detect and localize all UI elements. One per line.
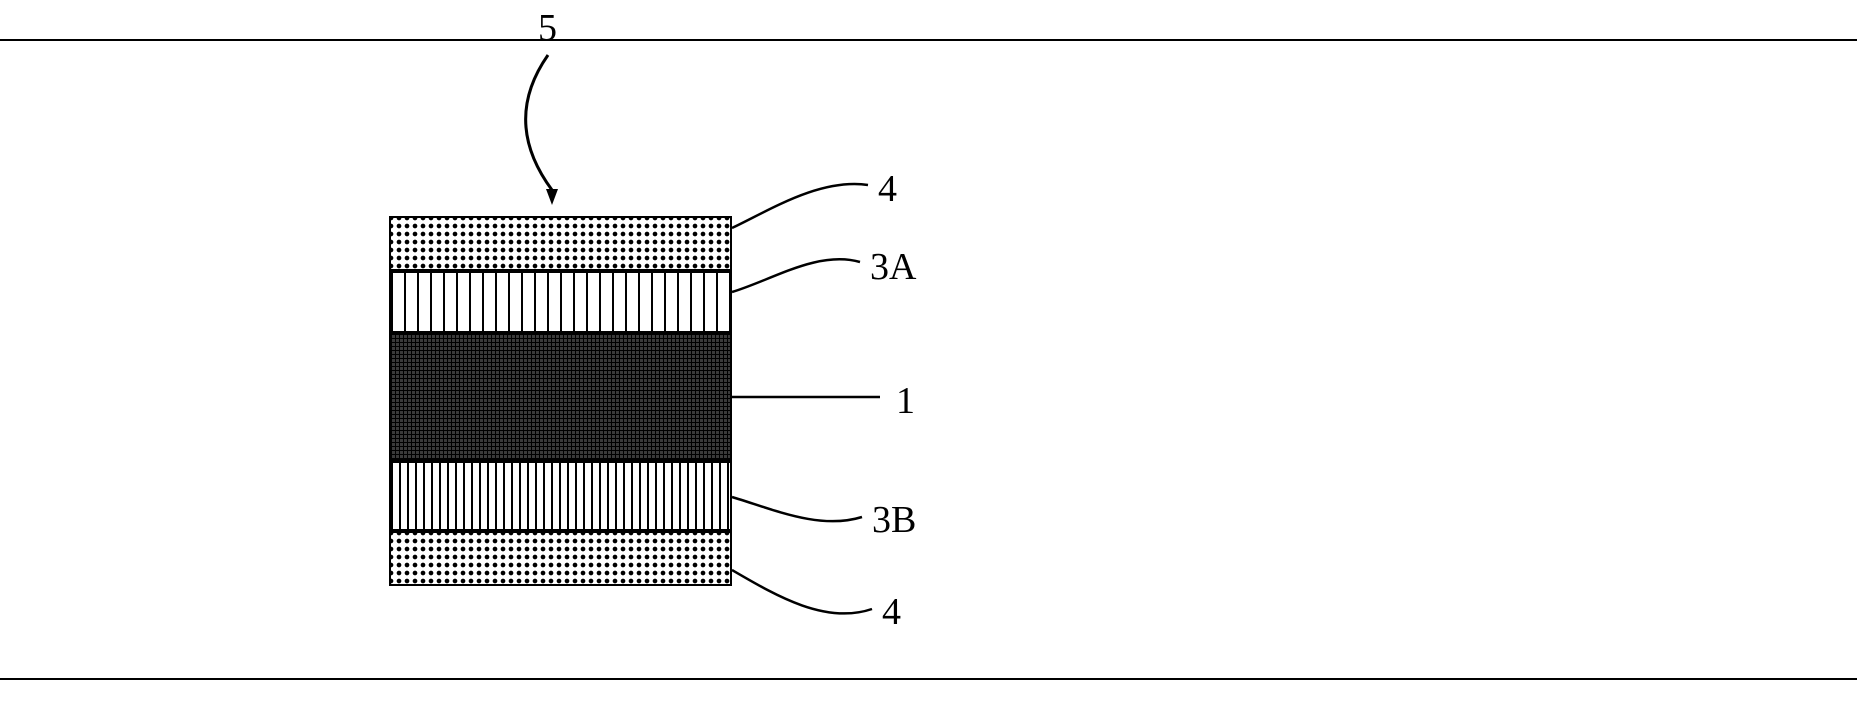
- assembly-arrow-shaft: [526, 55, 552, 190]
- leader-lines: [0, 0, 1857, 717]
- label-3B: 3B: [872, 498, 916, 542]
- leader-1: [732, 259, 860, 292]
- layer-bot4: [389, 531, 732, 586]
- layer-l3a: [389, 271, 732, 333]
- figure-canvas: 5 4 3A 1 3B 4: [0, 0, 1857, 717]
- leader-0: [732, 184, 868, 228]
- label-3A: 3A: [870, 245, 916, 289]
- layer-l1: [389, 333, 732, 461]
- assembly-arrow-head: [546, 189, 558, 205]
- layer-top4: [389, 216, 732, 271]
- label-1: 1: [896, 379, 915, 423]
- layer-l3b: [389, 461, 732, 531]
- label-4: 4: [878, 167, 897, 211]
- leader-4: [732, 570, 872, 613]
- top-rule: [0, 39, 1857, 41]
- layer-stack: [389, 216, 732, 586]
- leader-3: [732, 497, 862, 521]
- bottom-rule: [0, 678, 1857, 680]
- assembly-label: 5: [538, 6, 557, 50]
- label-4: 4: [882, 590, 901, 634]
